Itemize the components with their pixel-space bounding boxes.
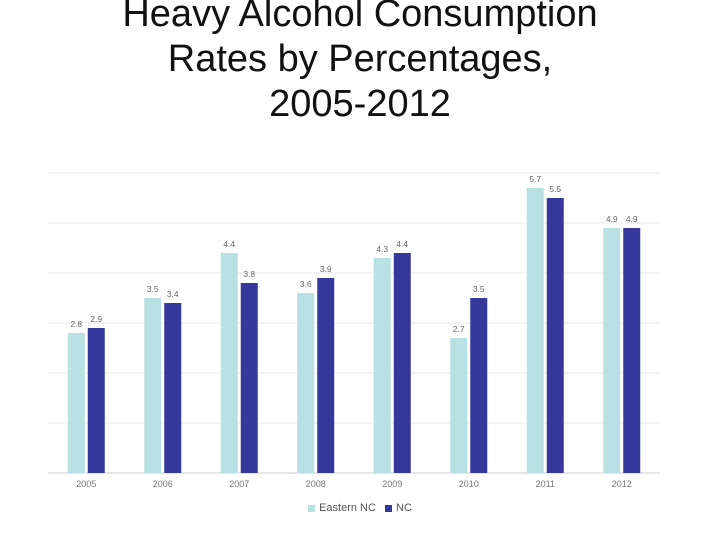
data-label-nc-2005: 2.9: [90, 314, 102, 324]
data-label-nc-2011: 5.5: [549, 184, 561, 194]
bar-eastern-nc-2005: [67, 333, 85, 473]
bar-eastern-nc-2007: [220, 253, 238, 473]
data-label-nc-2010: 3.5: [473, 284, 485, 294]
x-tick-label-2005: 2005: [76, 479, 96, 489]
bar-eastern-nc-2012: [603, 228, 621, 473]
data-label-nc-2008: 3.9: [320, 264, 332, 274]
chart-legend: Eastern NC NC: [0, 502, 720, 515]
bar-eastern-nc-2009: [373, 258, 391, 473]
bar-eastern-nc-2006: [144, 298, 162, 473]
bar-eastern-nc-2008: [297, 293, 315, 473]
x-tick-label-2007: 2007: [229, 479, 249, 489]
data-label-eastern-nc-2011: 5.7: [529, 174, 541, 184]
data-label-eastern-nc-2005: 2.8: [70, 319, 82, 329]
data-label-nc-2012: 4.9: [626, 214, 638, 224]
legend-swatch-nc: [385, 504, 393, 512]
bar-nc-2009: [393, 253, 411, 473]
legend-item-nc: NC: [385, 502, 412, 514]
chart-title-line-1: Heavy Alcohol Consumption: [122, 0, 598, 35]
data-label-nc-2006: 3.4: [167, 289, 179, 299]
x-tick-label-2012: 2012: [612, 479, 632, 489]
bar-nc-2012: [623, 228, 641, 473]
bar-nc-2005: [87, 328, 105, 473]
data-label-eastern-nc-2008: 3.6: [300, 279, 312, 289]
x-tick-label-2009: 2009: [382, 479, 402, 489]
legend-label-nc: NC: [396, 502, 412, 514]
data-label-eastern-nc-2006: 3.5: [147, 284, 159, 294]
x-tick-label-2010: 2010: [459, 479, 479, 489]
bar-nc-2011: [546, 198, 564, 473]
legend-swatch-eastern-nc: [308, 504, 316, 512]
data-label-eastern-nc-2012: 4.9: [606, 214, 618, 224]
bar-eastern-nc-2010: [450, 338, 468, 473]
x-tick-label-2008: 2008: [306, 479, 326, 489]
data-label-eastern-nc-2007: 4.4: [223, 239, 235, 249]
chart-title: Heavy Alcohol Consumption Rates by Perce…: [0, 0, 720, 127]
data-label-nc-2007: 3.8: [243, 269, 255, 279]
legend-label-eastern-nc: Eastern NC: [319, 502, 376, 514]
bar-nc-2010: [470, 298, 488, 473]
bar-nc-2006: [164, 303, 182, 473]
bar-nc-2007: [240, 283, 258, 473]
chart-title-line-2: Rates by Percentages,: [167, 38, 553, 80]
bar-eastern-nc-2011: [526, 188, 544, 473]
bar-nc-2008: [317, 278, 335, 473]
data-label-eastern-nc-2010: 2.7: [453, 324, 465, 334]
data-label-nc-2009: 4.4: [396, 239, 408, 249]
x-tick-label-2011: 2011: [536, 479, 555, 489]
data-label-eastern-nc-2009: 4.3: [376, 244, 388, 254]
chart-title-line-3: 2005-2012: [269, 83, 451, 125]
legend-item-eastern-nc: Eastern NC: [308, 502, 376, 514]
x-tick-label-2006: 2006: [153, 479, 173, 489]
